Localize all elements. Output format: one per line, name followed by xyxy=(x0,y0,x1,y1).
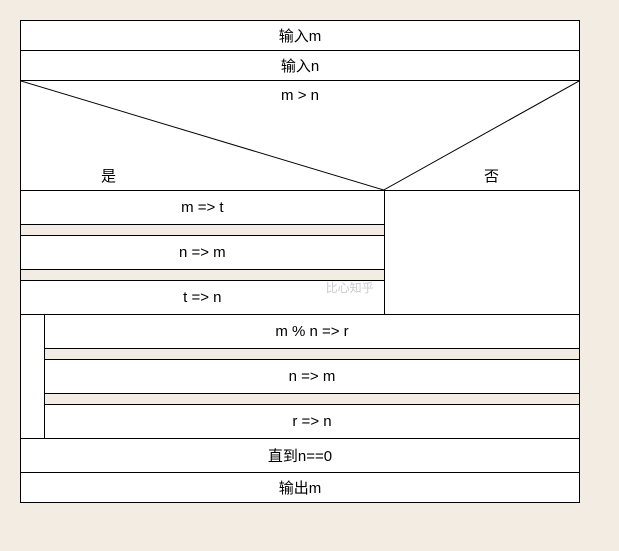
decision-no-label: 否 xyxy=(484,165,499,186)
gap-1 xyxy=(21,224,384,236)
yes-step-1: m => t xyxy=(21,191,384,225)
loop-condition: 直到n==0 xyxy=(21,438,579,472)
loop-gap-1 xyxy=(45,349,579,360)
loop-step-1: m % n => r xyxy=(45,315,579,349)
loop-gap-2 xyxy=(45,394,579,405)
loop-step-3: r => n xyxy=(45,405,579,438)
loop-block: m % n => r n => m r => n 直到n==0 xyxy=(21,314,579,472)
decision-condition: m > n xyxy=(21,87,579,104)
yes-step-3: t => n 比心知乎 xyxy=(21,281,384,314)
yes-branch: m => t n => m t => n 比心知乎 xyxy=(21,191,384,314)
loop-body: m % n => r n => m r => n xyxy=(21,315,579,438)
output-row: 输出m xyxy=(21,472,579,502)
input-m-row: 输入m xyxy=(21,21,579,50)
decision-branches: m => t n => m t => n 比心知乎 xyxy=(21,190,579,314)
decision-block: m > n 是 否 xyxy=(21,80,579,190)
gap-2 xyxy=(21,269,384,281)
loop-indent xyxy=(21,315,45,438)
yes-step-2: n => m xyxy=(21,236,384,270)
loop-rows: m % n => r n => m r => n xyxy=(45,315,579,438)
decision-yes-label: 是 xyxy=(101,165,116,186)
loop-step-2: n => m xyxy=(45,360,579,394)
watermark: 比心知乎 xyxy=(326,279,374,296)
nsd-diagram: 输入m 输入n m > n 是 否 m => t n => m t => n 比… xyxy=(20,20,580,503)
input-n-row: 输入n xyxy=(21,50,579,80)
yes-step-3-text: t => n xyxy=(183,289,221,306)
no-branch xyxy=(384,191,579,314)
